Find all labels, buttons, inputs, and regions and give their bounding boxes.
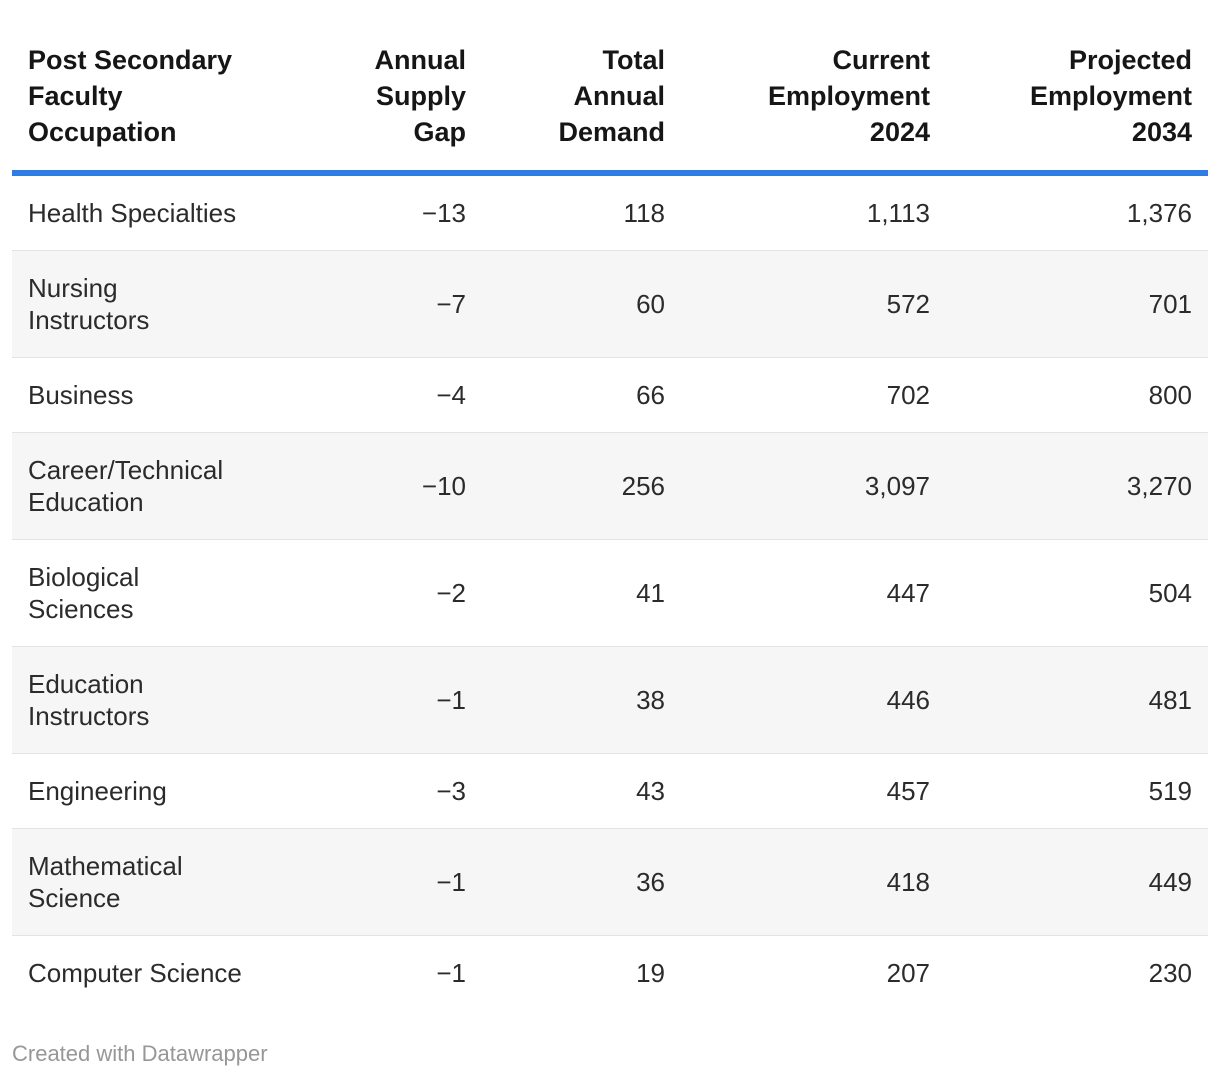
value-cell: 207 bbox=[681, 935, 946, 1010]
table-row: Education Instructors −1 38 446 481 bbox=[12, 646, 1208, 754]
occupation-cell: Mathematical Science bbox=[12, 828, 262, 936]
value-cell: 447 bbox=[681, 539, 946, 647]
occupation-cell: Computer Science bbox=[12, 935, 262, 1010]
value-cell: 230 bbox=[946, 935, 1208, 1010]
value-cell: 481 bbox=[946, 646, 1208, 754]
value-cell: −1 bbox=[262, 828, 482, 936]
value-cell: 38 bbox=[482, 646, 681, 754]
value-cell: 572 bbox=[681, 250, 946, 358]
value-cell: 256 bbox=[482, 432, 681, 540]
value-cell: −1 bbox=[262, 646, 482, 754]
value-cell: 19 bbox=[482, 935, 681, 1010]
value-cell: 66 bbox=[482, 357, 681, 433]
value-cell: −4 bbox=[262, 357, 482, 433]
value-cell: 43 bbox=[482, 753, 681, 829]
value-cell: 449 bbox=[946, 828, 1208, 936]
table-row: Biological Sciences −2 41 447 504 bbox=[12, 539, 1208, 647]
table-row: Business −4 66 702 800 bbox=[12, 357, 1208, 433]
table-row: Mathematical Science −1 36 418 449 bbox=[12, 828, 1208, 936]
occupation-cell: Career/Technical Education bbox=[12, 432, 262, 540]
table-row: Health Specialties −13 118 1,113 1,376 bbox=[12, 173, 1208, 251]
value-cell: 3,097 bbox=[681, 432, 946, 540]
value-cell: 446 bbox=[681, 646, 946, 754]
datawrapper-credit-link[interactable]: Created with Datawrapper bbox=[12, 1041, 268, 1066]
value-cell: 1,376 bbox=[1126, 198, 1192, 228]
table-row: Computer Science −1 19 207 230 bbox=[12, 935, 1208, 1010]
value-cell: −10 bbox=[262, 432, 482, 540]
table-body: Health Specialties −13 118 1,113 1,376 Nursin… bbox=[12, 173, 1208, 1010]
column-header-projected-employment-2034: Projected Employment 2034 bbox=[1029, 45, 1192, 147]
occupation-cell: Business bbox=[12, 357, 262, 433]
value-cell: 457 bbox=[681, 753, 946, 829]
value-cell: 1,113 bbox=[866, 198, 930, 228]
occupation-cell: Health Specialties bbox=[28, 198, 237, 228]
value-cell: −2 bbox=[262, 539, 482, 647]
column-header-total-annual-demand: Total Annual Demand bbox=[558, 45, 665, 147]
data-table: Post Secondary Faculty Occupation Annual… bbox=[12, 0, 1208, 1010]
table-row: Career/Technical Education −10 256 3,097 3,2… bbox=[12, 432, 1208, 540]
value-cell: 701 bbox=[946, 250, 1208, 358]
value-cell: −3 bbox=[262, 753, 482, 829]
value-cell: −7 bbox=[262, 250, 482, 358]
header-row: Post Secondary Faculty Occupation Annual… bbox=[12, 0, 1208, 173]
value-cell: −13 bbox=[421, 198, 466, 228]
value-cell: 800 bbox=[946, 357, 1208, 433]
value-cell: −1 bbox=[262, 935, 482, 1010]
value-cell: 519 bbox=[946, 753, 1208, 829]
value-cell: 3,270 bbox=[946, 432, 1208, 540]
value-cell: 504 bbox=[946, 539, 1208, 647]
occupation-cell: Nursing Instructors bbox=[12, 250, 262, 358]
value-cell: 118 bbox=[623, 198, 665, 228]
table-header: Post Secondary Faculty Occupation Annual… bbox=[12, 0, 1208, 173]
column-header-occupation: Post Secondary Faculty Occupation bbox=[28, 45, 233, 147]
value-cell: 418 bbox=[681, 828, 946, 936]
occupation-cell: Biological Sciences bbox=[12, 539, 262, 647]
column-header-current-employment-2024: Current Employment 2024 bbox=[767, 45, 930, 147]
value-cell: 36 bbox=[482, 828, 681, 936]
value-cell: 41 bbox=[482, 539, 681, 647]
occupation-cell: Education Instructors bbox=[12, 646, 262, 754]
table-row: Engineering −3 43 457 519 bbox=[12, 753, 1208, 829]
column-header-annual-supply-gap: Annual Supply Gap bbox=[374, 45, 467, 147]
value-cell: 702 bbox=[681, 357, 946, 433]
table-row: Nursing Instructors −7 60 572 701 bbox=[12, 250, 1208, 358]
value-cell: 60 bbox=[482, 250, 681, 358]
occupation-cell: Engineering bbox=[12, 753, 262, 829]
